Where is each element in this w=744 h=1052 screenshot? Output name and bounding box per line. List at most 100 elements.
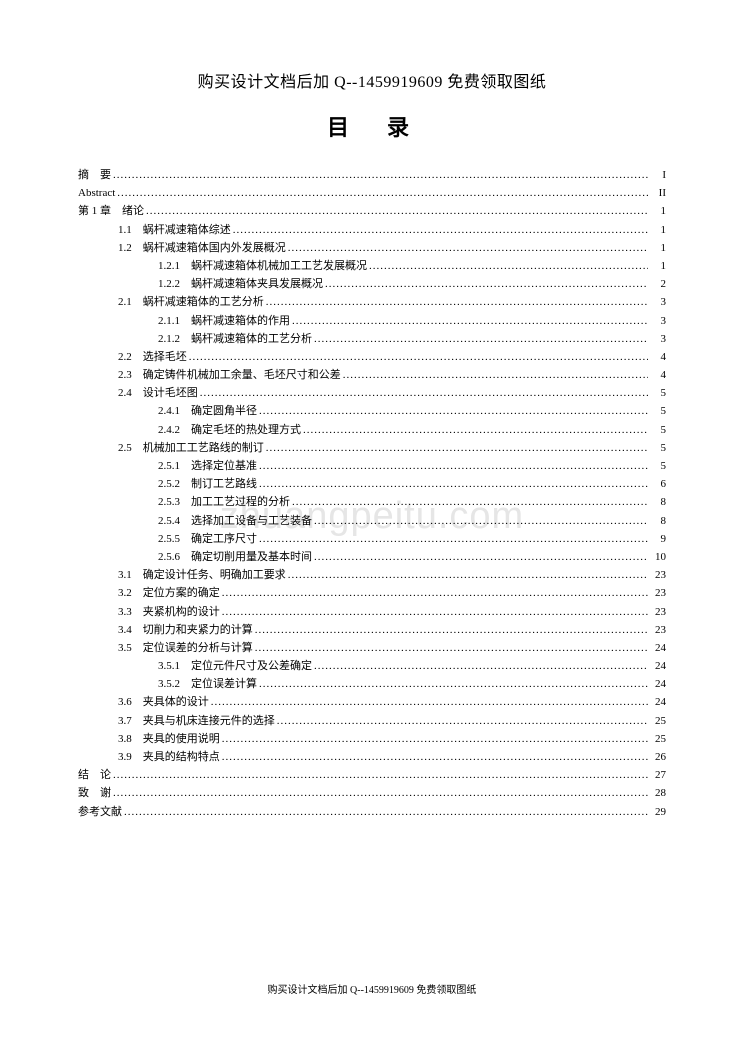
toc-entry-page: 3 (648, 297, 666, 308)
toc-dots (253, 625, 648, 636)
toc-entry: 3.5.2 定位误差计算 24 (78, 679, 666, 690)
toc-entry-page: 24 (648, 679, 666, 690)
toc-entry: 1.1 蜗杆减速箱体综述1 (78, 225, 666, 236)
footer-note: 购买设计文档后加 Q--1459919609 免费领取图纸 (0, 981, 744, 996)
toc-entry-page: 1 (648, 261, 666, 272)
toc-entry: 3.1 确定设计任务、明确加工要求23 (78, 570, 666, 581)
toc-dots (220, 752, 648, 763)
toc-dots (115, 188, 648, 199)
toc-entry-page: 5 (648, 406, 666, 417)
toc-entry-label: 3.5.2 定位误差计算 (158, 679, 257, 690)
toc-entry: 2.5.2 制订工艺路线6 (78, 479, 666, 490)
toc-entry-page: 1 (648, 243, 666, 254)
toc-entry: AbstractII (78, 188, 666, 199)
toc-title: 目 录 (78, 110, 666, 142)
toc-entry-label: 2.1.1 蜗杆减速箱体的作用 (158, 316, 290, 327)
toc-entry-label: 摘 要 (78, 170, 111, 181)
toc-dots (220, 734, 648, 745)
toc-entry-label: 2.5.3 加工工艺过程的分析 (158, 497, 290, 508)
toc-entry: 3.8 夹具的使用说明25 (78, 734, 666, 745)
toc-dots (144, 206, 648, 217)
toc-entry: 参考文献 29 (78, 807, 666, 818)
toc-dots (257, 479, 648, 490)
toc-entry-page: 26 (648, 752, 666, 763)
toc-entry: 2.2 选择毛坯 4 (78, 352, 666, 363)
toc-entry: 2.5.6 确定切削用量及基本时间10 (78, 552, 666, 563)
toc-entry-page: 5 (648, 443, 666, 454)
toc-entry: 结 论27 (78, 770, 666, 781)
toc-dots (312, 516, 648, 527)
toc-entry-page: 8 (648, 497, 666, 508)
toc-entry-page: 23 (648, 607, 666, 618)
toc-entry-page: 29 (648, 807, 666, 818)
toc-dots (111, 788, 648, 799)
header-note: 购买设计文档后加 Q--1459919609 免费领取图纸 (78, 68, 666, 92)
toc-entry: 2.4.2 确定毛坯的热处理方式 5 (78, 425, 666, 436)
toc-entry-page: 28 (648, 788, 666, 799)
toc-dots (257, 406, 648, 417)
toc-entry: 2.1.2 蜗杆减速箱体的工艺分析3 (78, 334, 666, 345)
toc-entry-page: 8 (648, 516, 666, 527)
toc-entry: 摘 要I (78, 170, 666, 181)
toc-dots (290, 497, 648, 508)
toc-dots (187, 352, 648, 363)
toc-entry-page: 9 (648, 534, 666, 545)
toc-entry-label: 2.5.1 选择定位基准 (158, 461, 257, 472)
toc-entry-page: 3 (648, 334, 666, 345)
toc-entry-label: 1.2.1 蜗杆减速箱体机械加工工艺发展概况 (158, 261, 367, 272)
toc-entry: 1.2.2 蜗杆减速箱体夹具发展概况2 (78, 279, 666, 290)
toc-entry-page: 2 (648, 279, 666, 290)
toc-entry: 2.5.3 加工工艺过程的分析 8 (78, 497, 666, 508)
toc-entry-label: 2.5.6 确定切削用量及基本时间 (158, 552, 312, 563)
toc-dots (253, 643, 648, 654)
toc-entry-label: 参考文献 (78, 807, 122, 818)
toc-entry-label: 3.3 夹紧机构的设计 (118, 607, 220, 618)
toc-entry: 2.4.1 确定圆角半径5 (78, 406, 666, 417)
toc-entry-page: 25 (648, 734, 666, 745)
toc-dots (312, 661, 648, 672)
toc-dots (286, 570, 648, 581)
toc-entry-label: 1.2 蜗杆减速箱体国内外发展概况 (118, 243, 286, 254)
toc-entry: 1.2 蜗杆减速箱体国内外发展概况 1 (78, 243, 666, 254)
toc-dots (323, 279, 648, 290)
toc-entry-label: 致 谢 (78, 788, 111, 799)
toc-entry-label: 2.4.2 确定毛坯的热处理方式 (158, 425, 301, 436)
toc-entry: 2.5 机械加工工艺路线的制订5 (78, 443, 666, 454)
toc-entry-page: II (648, 188, 666, 199)
toc-dots (275, 716, 648, 727)
toc-entry-label: 第 1 章 绪论 (78, 206, 144, 217)
toc-entry: 2.5.1 选择定位基准5 (78, 461, 666, 472)
toc-entry-page: 5 (648, 425, 666, 436)
toc-dots (290, 316, 648, 327)
toc-entry-label: 结 论 (78, 770, 111, 781)
toc-entry: 第 1 章 绪论 1 (78, 206, 666, 217)
toc-dots (312, 334, 648, 345)
toc-dots (231, 225, 648, 236)
toc-dots (209, 697, 648, 708)
toc-dots (257, 679, 648, 690)
toc-entry-label: 2.1 蜗杆减速箱体的工艺分析 (118, 297, 264, 308)
toc-entry-label: 2.2 选择毛坯 (118, 352, 187, 363)
toc-dots (220, 588, 648, 599)
toc-entry: 2.1 蜗杆减速箱体的工艺分析 3 (78, 297, 666, 308)
toc-entry-label: 3.5.1 定位元件尺寸及公差确定 (158, 661, 312, 672)
toc-entry-page: 23 (648, 588, 666, 599)
toc-entry-label: 2.3 确定铸件机械加工余量、毛坯尺寸和公差 (118, 370, 341, 381)
toc-entry-page: 24 (648, 661, 666, 672)
page-content: 购买设计文档后加 Q--1459919609 免费领取图纸 目 录 摘 要 I Ab… (0, 0, 744, 818)
toc-entry-label: 3.9 夹具的结构特点 (118, 752, 220, 763)
toc-dots (367, 261, 648, 272)
toc-entry: 1.2.1 蜗杆减速箱体机械加工工艺发展概况 1 (78, 261, 666, 272)
toc-entry-page: 4 (648, 352, 666, 363)
toc-entry-page: 1 (648, 206, 666, 217)
toc-entry-page: 1 (648, 225, 666, 236)
toc-entry-label: 3.7 夹具与机床连接元件的选择 (118, 716, 275, 727)
toc-dots (341, 370, 648, 381)
toc-dots (198, 388, 648, 399)
toc-dots (220, 607, 648, 618)
toc-entry-page: 24 (648, 697, 666, 708)
toc-entry-label: 2.5.5 确定工序尺寸 (158, 534, 257, 545)
toc-entry-page: I (648, 170, 666, 181)
toc-entry: 2.5.4 选择加工设备与工艺装备8 (78, 516, 666, 527)
toc-entry-page: 23 (648, 570, 666, 581)
